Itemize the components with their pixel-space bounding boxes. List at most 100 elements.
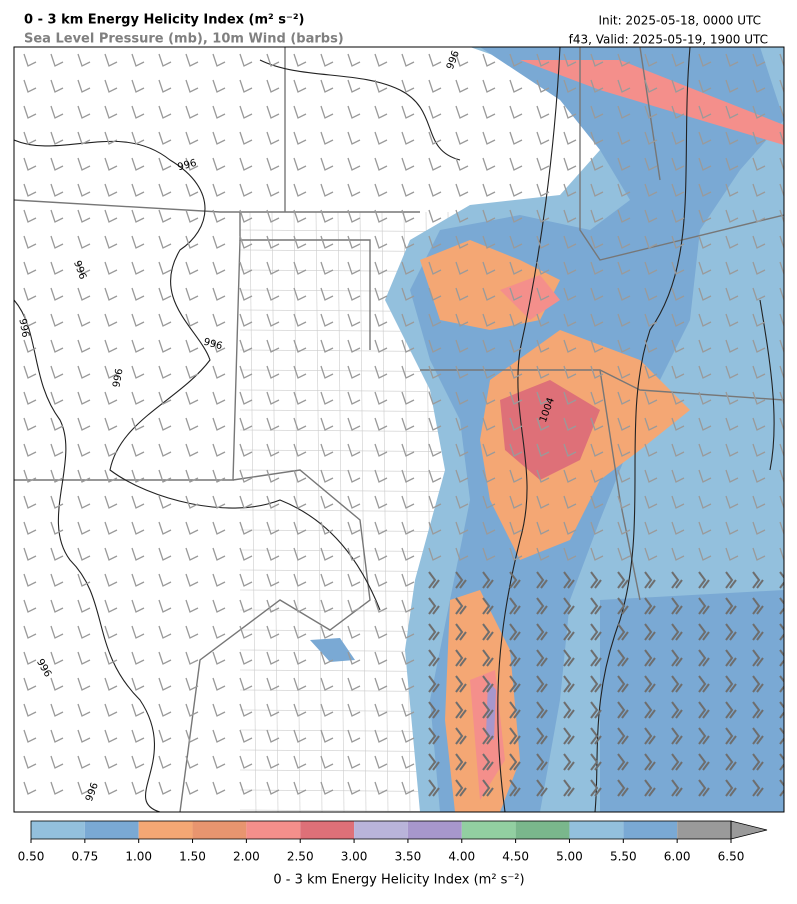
wind-barb: [266, 781, 280, 795]
wind-barb: [698, 417, 712, 431]
wind-barb: [509, 339, 523, 353]
wind-barb: [617, 287, 631, 301]
wind-barb: [482, 571, 494, 589]
wind-barb: [725, 675, 737, 693]
wind-barb: [185, 625, 199, 639]
wind-barb: [239, 235, 253, 249]
wind-barb: [428, 469, 442, 483]
wind-barb: [536, 495, 550, 509]
wind-barb: [158, 261, 172, 275]
wind-barb: [23, 651, 37, 665]
wind-barb: [131, 79, 145, 93]
wind-barb: [725, 701, 737, 719]
wind-barb: [293, 235, 307, 249]
wind-barb: [455, 417, 469, 431]
wind-barb: [509, 443, 523, 457]
wind-barb: [509, 183, 523, 197]
wind-barb: [158, 209, 172, 223]
wind-barb: [752, 339, 766, 353]
wind-barb: [752, 79, 766, 93]
wind-barb: [725, 469, 739, 483]
wind-barb: [698, 365, 712, 379]
wind-barb: [671, 53, 685, 67]
wind-barb: [320, 365, 334, 379]
wind-barb: [158, 755, 172, 769]
wind-barb: [671, 79, 685, 93]
wind-barb: [320, 417, 334, 431]
wind-barb: [482, 597, 494, 615]
wind-barb: [698, 391, 712, 405]
wind-barb: [320, 599, 334, 613]
wind-barb: [104, 53, 118, 67]
wind-barb: [239, 105, 253, 119]
wind-barb: [563, 131, 577, 145]
wind-barb: [158, 391, 172, 405]
wind-barb: [77, 313, 91, 327]
wind-barb: [752, 53, 766, 67]
contour-label: 996: [176, 158, 197, 174]
wind-barb: [563, 105, 577, 119]
wind-barb: [50, 521, 64, 535]
wind-barb: [158, 417, 172, 431]
wind-barb: [455, 597, 467, 615]
county-line: [239, 809, 553, 812]
wind-barb: [23, 703, 37, 717]
wind-barb: [320, 573, 334, 587]
init-time: Init: 2025-05-18, 0000 UTC: [598, 14, 761, 28]
wind-barb: [104, 599, 118, 613]
colorbar-tick-label: 4.50: [502, 850, 529, 864]
wind-barb: [644, 79, 658, 93]
wind-barb: [671, 131, 685, 145]
wind-barb: [320, 313, 334, 327]
wind-barb: [644, 701, 656, 719]
wind-barb: [698, 443, 712, 457]
wind-barb: [293, 651, 307, 665]
wind-barb: [50, 235, 64, 249]
wind-barb: [563, 779, 575, 797]
wind-barb: [50, 495, 64, 509]
wind-barb: [590, 675, 602, 693]
wind-barb: [617, 469, 631, 483]
wind-barb: [50, 53, 64, 67]
wind-barb: [590, 365, 604, 379]
wind-barb: [401, 391, 415, 405]
wind-barb: [482, 521, 496, 535]
wind-barb: [725, 261, 739, 275]
wind-barb: [104, 157, 118, 171]
wind-barb: [644, 727, 656, 745]
wind-barb: [158, 703, 172, 717]
wind-barb: [644, 779, 656, 797]
wind-barb: [104, 703, 118, 717]
wind-barb: [131, 391, 145, 405]
wind-barb: [23, 599, 37, 613]
wind-barb: [563, 183, 577, 197]
wind-barb: [131, 625, 145, 639]
wind-barb: [752, 597, 764, 615]
wind-barb: [590, 623, 602, 641]
wind-barb: [374, 651, 388, 665]
wind-barb: [293, 781, 307, 795]
wind-barb: [131, 547, 145, 561]
wind-barb: [644, 675, 656, 693]
wind-barb: [77, 183, 91, 197]
wind-barb: [374, 131, 388, 145]
wind-barb: [401, 235, 415, 249]
wind-barb: [104, 235, 118, 249]
wind-barb: [401, 573, 415, 587]
wind-barb: [644, 753, 656, 771]
wind-barb: [617, 727, 629, 745]
wind-barb: [23, 781, 37, 795]
wind-barb: [104, 79, 118, 93]
wind-barb: [158, 53, 172, 67]
wind-barb: [779, 417, 784, 431]
wind-barb: [347, 105, 361, 119]
wind-barb: [104, 105, 118, 119]
wind-barb: [347, 157, 361, 171]
wind-barb: [401, 131, 415, 145]
wind-barb: [77, 79, 91, 93]
wind-barb: [374, 105, 388, 119]
wind-barb: [239, 729, 253, 743]
wind-barb: [131, 495, 145, 509]
wind-barb: [617, 597, 629, 615]
wind-barb: [23, 469, 37, 483]
